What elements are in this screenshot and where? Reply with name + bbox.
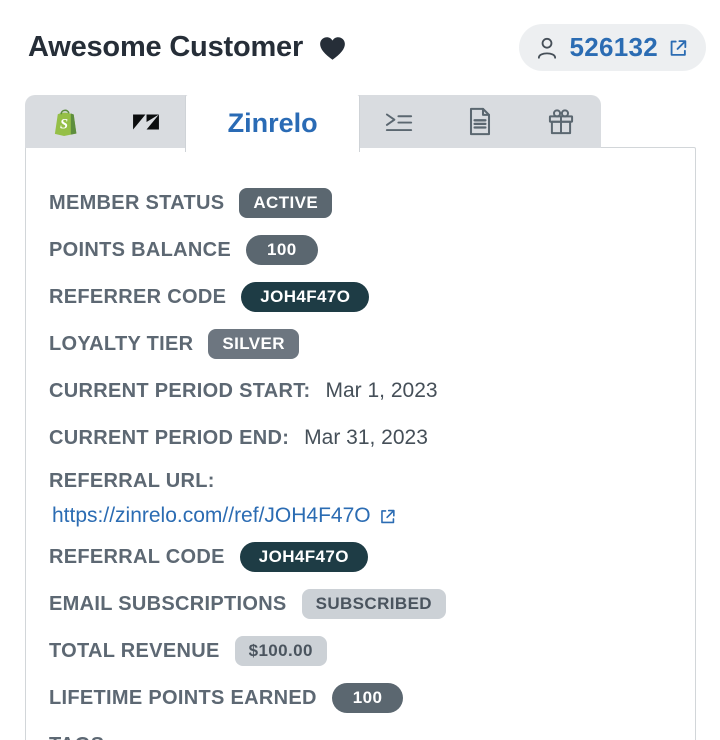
field-referral-url: REFERRAL URL: https://zinrelo.com//ref/J… — [49, 470, 675, 528]
shopify-icon: S — [54, 109, 77, 136]
tab-shopify[interactable]: S — [25, 95, 106, 148]
referrer-code-badge: JOH4F47O — [241, 282, 370, 312]
field-tags: TAGS — [49, 730, 675, 740]
page-title: Awesome Customer — [28, 31, 304, 63]
field-period-end: CURRENT PERIOD END: Mar 31, 2023 — [49, 423, 675, 453]
field-member-status: MEMBER STATUS ACTIVE — [49, 188, 675, 218]
tab-sidebar-list[interactable] — [359, 95, 440, 148]
lifetime-points-badge: 100 — [331, 683, 404, 713]
field-label: REFERRER CODE — [49, 285, 227, 308]
external-link-icon — [380, 509, 395, 523]
customer-id-value: 526132 — [569, 32, 658, 62]
external-link-icon — [670, 39, 687, 56]
status-badge: ACTIVE — [239, 188, 333, 218]
integration-tabbar: S Zinrelo — [25, 95, 601, 152]
zinrelo-panel: MEMBER STATUS ACTIVE POINTS BALANCE 100 … — [25, 147, 696, 740]
customer-header: Awesome Customer 526132 — [0, 0, 720, 71]
field-label: TAGS — [49, 734, 104, 740]
sidebar-list-icon — [386, 113, 413, 131]
field-label: MEMBER STATUS — [49, 191, 225, 214]
field-points-balance: POINTS BALANCE 100 — [49, 235, 675, 265]
period-start-value: Mar 1, 2023 — [325, 379, 438, 402]
tab-gift[interactable] — [520, 95, 601, 148]
tab-zinrelo-label: Zinrelo — [227, 108, 318, 138]
field-email-subscriptions: EMAIL SUBSCRIPTIONS SUBSCRIBED — [49, 589, 675, 619]
field-referrer-code: REFERRER CODE JOH4F47O — [49, 282, 675, 312]
heart-icon[interactable] — [319, 36, 346, 61]
period-end-value: Mar 31, 2023 — [304, 426, 428, 449]
gift-icon — [548, 108, 573, 134]
field-label: CURRENT PERIOD END: — [49, 426, 290, 449]
field-label: CURRENT PERIOD START: — [49, 379, 311, 402]
referral-url-text[interactable]: https://zinrelo.com//ref/JOH4F47O — [52, 504, 371, 527]
field-total-revenue: TOTAL REVENUE $100.00 — [49, 636, 675, 666]
person-icon — [538, 37, 557, 59]
field-label: LIFETIME POINTS EARNED — [49, 686, 317, 709]
svg-text:S: S — [60, 117, 68, 133]
customer-id-link[interactable]: 526132 — [519, 24, 706, 71]
tab-document[interactable] — [440, 95, 521, 148]
field-label: POINTS BALANCE — [49, 238, 231, 261]
field-loyalty-tier: LOYALTY TIER SILVER — [49, 329, 675, 359]
field-label: REFERRAL URL: — [49, 470, 215, 492]
field-period-start: CURRENT PERIOD START: Mar 1, 2023 — [49, 376, 675, 406]
field-label: REFERRAL CODE — [49, 545, 225, 568]
document-icon — [470, 107, 491, 136]
loyalty-tier-badge: SILVER — [208, 329, 299, 359]
field-label: LOYALTY TIER — [49, 332, 194, 355]
field-label: EMAIL SUBSCRIPTIONS — [49, 592, 287, 615]
field-referral-code: REFERRAL CODE JOH4F47O — [49, 542, 675, 572]
tab-zinrelo[interactable]: Zinrelo — [186, 95, 360, 152]
zendesk-icon — [132, 113, 159, 130]
email-subscription-badge: SUBSCRIBED — [301, 589, 446, 619]
field-lifetime-points: LIFETIME POINTS EARNED 100 — [49, 683, 675, 713]
tab-zendesk[interactable] — [106, 95, 187, 148]
field-label: TOTAL REVENUE — [49, 639, 220, 662]
points-balance-badge: 100 — [245, 235, 318, 265]
total-revenue-badge: $100.00 — [234, 636, 327, 666]
referral-url-link[interactable]: https://zinrelo.com//ref/JOH4F47O — [49, 504, 675, 528]
referral-code-badge: JOH4F47O — [239, 542, 368, 572]
